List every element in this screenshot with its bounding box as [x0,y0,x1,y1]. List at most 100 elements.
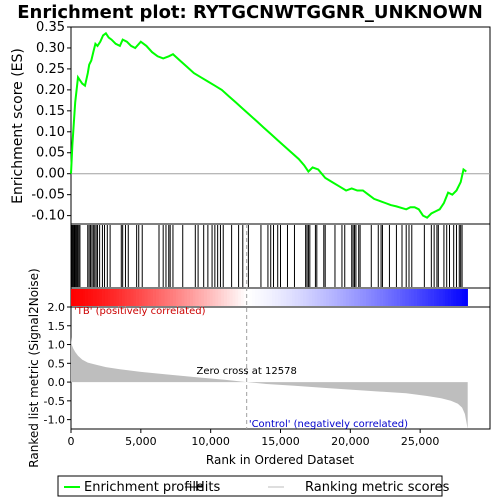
colorbar-segment [294,289,298,306]
colorbar-segment [206,289,211,306]
colorbar-segment [269,289,273,306]
colorbar-segment [303,289,307,306]
es-y-tick-label: 0.30 [36,41,65,56]
colorbar-segment [280,289,284,306]
colorbar-segment [155,289,160,306]
colorbar-segment [436,289,440,306]
enrichment-profile-line [70,31,467,219]
colorbar-segment [325,289,330,306]
colorbar-segment [87,289,92,306]
colorbar-segment [277,289,281,306]
colorbar-segment [291,289,296,306]
colorbar-segment [240,289,245,306]
colorbar-segment [371,289,375,306]
colorbar-segment [255,289,259,306]
colorbar-segment [391,289,395,306]
metric-x-tick-label: 0 [68,435,75,448]
colorbar-segment [175,289,179,306]
colorbar-segment [323,289,327,306]
colorbar-segment [161,289,165,306]
colorbar-segment [76,289,80,306]
colorbar-segment [82,289,86,306]
colorbar-segment [410,289,415,306]
zero-cross-label: Zero cross at 12578 [197,366,297,377]
colorbar-segment [286,289,290,306]
colorbar-segment [274,289,279,306]
colorbar-segment [368,289,372,306]
colorbar-segment [359,289,364,306]
colorbar-segment [388,289,392,306]
metric-x-tick-label: 20,000 [331,435,370,448]
es-y-tick-label: -0.10 [31,209,65,224]
es-y-tick-label: -0.05 [31,188,65,203]
metric-panel-frame [70,306,491,430]
colorbar-segment [348,289,352,306]
colorbar-segment [184,289,188,306]
colorbar-segment [306,289,310,306]
colorbar-segment [297,289,301,306]
rank-colorbar [71,289,468,306]
colorbar-segment [209,289,213,306]
chart-title: Enrichment plot: RYTGCNWTGGNR_UNKNOWN [17,2,483,23]
colorbar-segment [427,289,432,306]
colorbar-segment [113,289,117,306]
es-y-axis: -0.10 -0.05 0.00 0.05 0.10 0.15 0.20 0.25 0.30 0.… [31,20,71,224]
colorbar-segment [272,289,276,306]
hits-group [71,225,463,287]
colorbar-segment [311,289,315,306]
metric-x-tick-label: 15,000 [261,435,300,448]
colorbar-segment [93,289,97,306]
colorbar-segment [396,289,400,306]
es-y-tick-label: 0.10 [36,125,65,140]
colorbar-segment [218,289,222,306]
ranking-metric-area [71,337,468,429]
metric-y-tick-label: 1.5 [48,320,66,333]
colorbar-segment [464,289,468,306]
colorbar-segment [433,289,437,306]
es-y-tick-label: 0.15 [36,104,65,119]
colorbar-segment [164,289,168,306]
colorbar-segment [229,289,233,306]
colorbar-segment [416,289,420,306]
colorbar-segment [456,289,460,306]
colorbar-segment [221,289,225,306]
colorbar-segment [308,289,313,306]
colorbar-segment [223,289,228,306]
colorbar-segment [328,289,332,306]
colorbar-segment [365,289,369,306]
legend-label: Hits [195,480,220,495]
metric-y-tick-label: 0.5 [48,357,66,370]
colorbar-segment [376,289,381,306]
colorbar-segment [96,289,100,306]
es-y-tick-label: 0.25 [36,62,65,77]
colorbar-segment [430,289,434,306]
metric-y-tick-label: 1.0 [48,339,66,352]
colorbar-segment [289,289,293,306]
colorbar-segment [187,289,191,306]
colorbar-segment [444,289,449,306]
metric-y-axis: -1.0 -0.5 0.0 0.5 1.0 1.5 2.0 [44,301,71,427]
colorbar-segment [170,289,174,306]
colorbar-segment [215,289,219,306]
colorbar-segment [314,289,318,306]
colorbar-segment [102,289,106,306]
colorbar-segment [345,289,349,306]
colorbar-segment [107,289,111,306]
colorbar-segment [459,289,463,306]
colorbar-segment [147,289,151,306]
colorbar-segment [121,289,126,306]
legend-label: Enrichment profile [84,480,204,495]
colorbar-segment [374,289,378,306]
colorbar-segment [461,289,466,306]
colorbar-segment [399,289,403,306]
colorbar-segment [73,289,77,306]
colorbar-segment [419,289,423,306]
es-y-tick-label: 0.05 [36,146,65,161]
colorbar-segment [266,289,270,306]
colorbar-segment [260,289,264,306]
colorbar-segment [246,289,250,306]
colorbar-segment [422,289,426,306]
colorbar-segment [450,289,454,306]
colorbar-segment [357,289,361,306]
